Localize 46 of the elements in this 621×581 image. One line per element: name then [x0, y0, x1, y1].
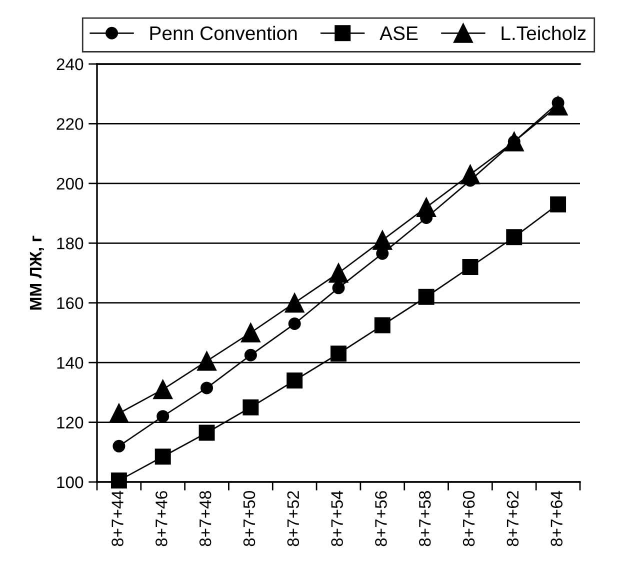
point — [242, 399, 259, 416]
point — [200, 382, 214, 394]
x-tick-label: 8+7+62 — [506, 491, 519, 546]
point — [462, 259, 478, 276]
point — [198, 424, 215, 441]
point — [244, 348, 257, 362]
point — [284, 293, 304, 313]
y-tick-label: 160 — [57, 297, 84, 310]
x-tick-label: 8+7+50 — [243, 490, 256, 546]
point — [374, 317, 390, 334]
point — [240, 322, 260, 342]
point — [110, 472, 127, 488]
point — [197, 351, 216, 371]
x-tick-label: 8+7+44 — [112, 490, 124, 546]
y-tick-label: 200 — [56, 178, 84, 190]
x-tick-label: 8+7+46 — [156, 491, 168, 546]
legend-label: Penn Convention — [150, 26, 297, 40]
legend-label: ASE — [380, 26, 418, 40]
point — [330, 346, 346, 362]
y-tick-label: 220 — [56, 118, 84, 130]
legend-label: L.Teicholz — [502, 26, 586, 40]
point — [288, 318, 301, 330]
x-tick-label: 8+7+60 — [462, 490, 475, 546]
point — [154, 448, 171, 465]
x-tick-label: 8+7+58 — [418, 491, 431, 546]
point — [156, 410, 170, 423]
point — [332, 282, 345, 294]
y-tick-label: 240 — [56, 58, 84, 70]
y-axis-title: ММ ЛЖ, г — [30, 236, 44, 310]
y-tick-label: 180 — [57, 238, 84, 250]
x-tick-label: 8+7+48 — [199, 491, 212, 546]
point — [286, 372, 303, 388]
x-tick-label: 8+7+64 — [550, 490, 563, 546]
x-tick-label: 8+7+56 — [375, 491, 387, 546]
point — [418, 288, 434, 305]
point — [506, 229, 522, 246]
point — [112, 440, 126, 452]
y-tick-label: 140 — [57, 356, 84, 369]
point — [153, 380, 173, 400]
x-tick-label: 8+7+54 — [331, 490, 343, 546]
y-tick-label: 120 — [57, 416, 84, 428]
x-tick-label: 8+7+52 — [287, 491, 300, 546]
point — [109, 404, 129, 424]
y-tick-label: 100 — [57, 476, 84, 488]
point — [550, 196, 566, 212]
point — [328, 263, 348, 283]
